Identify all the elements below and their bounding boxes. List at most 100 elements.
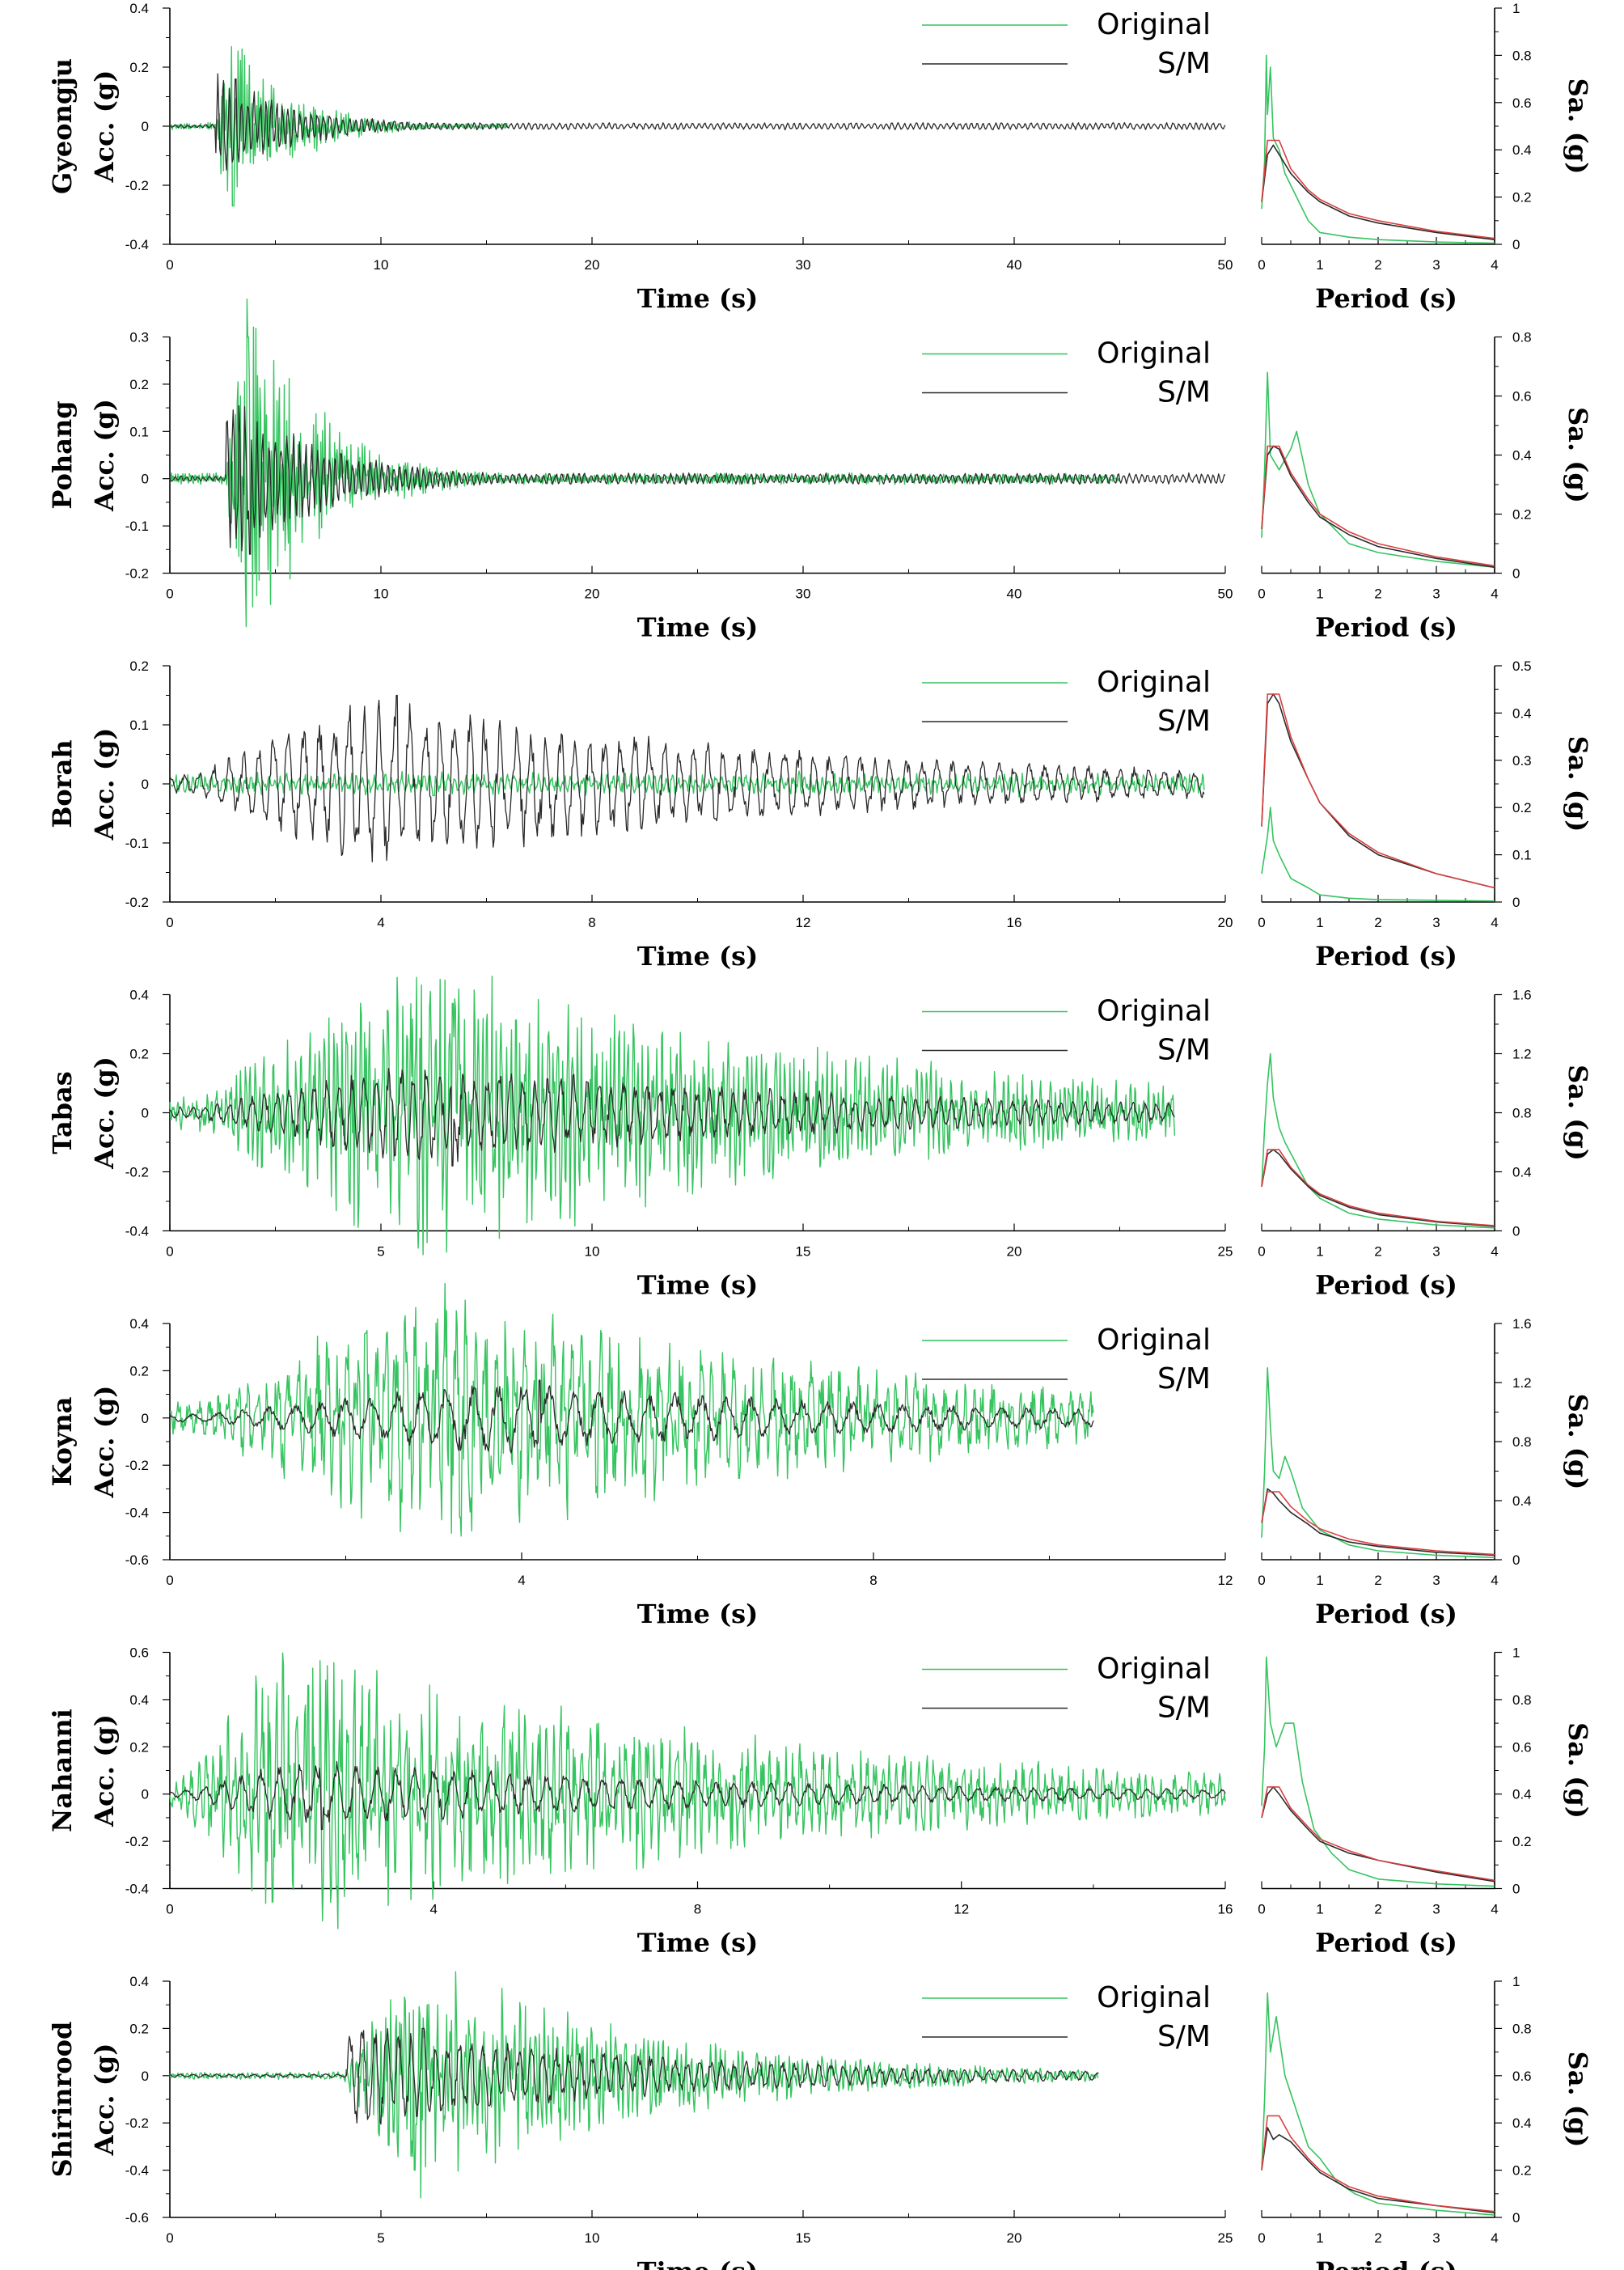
time-history-x-tick-label: 15 [796, 2230, 811, 2246]
time-history-x-tick-label: 4 [518, 1573, 525, 1588]
sm-spectrum-line [1261, 693, 1495, 889]
spectrum-y-tick-label: 0.5 [1512, 659, 1532, 674]
time-history-x-tick-label: 25 [1218, 1244, 1233, 1260]
time-history-x-tick-label: 16 [1007, 915, 1022, 930]
original-time-series-line [169, 976, 1176, 1256]
spectrum-y-tick-label: 0 [1512, 566, 1520, 582]
acc-axis-label: Acc. (g) [89, 1714, 120, 1827]
period-axis-label: Period (s) [1315, 1928, 1457, 1959]
original-spectrum-line [1261, 1992, 1495, 2216]
time-history-y-tick-label: 0.2 [129, 659, 149, 674]
time-history-x-tick-label: 20 [585, 587, 600, 602]
station-name: Koyna [47, 1396, 78, 1486]
spectrum-y-tick-label: 0.2 [1512, 190, 1532, 205]
period-axis-label: Period (s) [1315, 283, 1457, 314]
time-history-x-tick-label: 20 [1007, 2230, 1022, 2246]
time-history-y-tick-label: -0.4 [125, 1506, 149, 1521]
spectrum-x-tick-label: 4 [1491, 1244, 1498, 1260]
time-history-x-tick-label: 10 [585, 1244, 600, 1260]
spectrum-x-tick-label: 3 [1432, 1244, 1440, 1260]
time-history-x-tick-label: 20 [1007, 1244, 1022, 1260]
time-history-x-tick-label: 12 [954, 1902, 969, 1917]
spectrum-y-tick-label: 0 [1512, 237, 1520, 252]
time-axis-label: Time (s) [637, 1270, 759, 1301]
spectrum-x-tick-label: 0 [1258, 257, 1265, 273]
time-history-x-tick-label: 20 [1218, 915, 1233, 930]
sm-spectrum-line [1261, 2127, 1495, 2213]
spectrum-y-tick-label: 0.2 [1512, 507, 1532, 523]
spectrum-y-tick-label: 0.4 [1512, 1165, 1532, 1180]
time-history-x-tick-label: 0 [166, 2230, 173, 2246]
time-history-y-tick-label: -0.2 [125, 895, 149, 910]
spectrum-y-tick-label: 0.6 [1512, 1739, 1532, 1755]
panel-koyna: Koyna Acc. (g)0 4 8 12-0.6-0.4-0.200.20.4Tim… [47, 1282, 1593, 1629]
sm-time-series-line [169, 404, 1226, 555]
sa-axis-label: Sa. (g) [1563, 78, 1593, 175]
target-spectrum-line [1261, 693, 1495, 889]
original-spectrum-line [1261, 1052, 1495, 1229]
legend-sm-label: S/M [1157, 47, 1211, 80]
sm-time-series-line [170, 2027, 1099, 2125]
original-time-series-line [169, 46, 509, 207]
spectrum-x-tick-label: 4 [1491, 587, 1498, 602]
spectrum-x-tick-label: 4 [1491, 2230, 1498, 2246]
spectrum-y-tick-label: 0.6 [1512, 95, 1532, 111]
legend-sm-label: S/M [1157, 1362, 1211, 1395]
time-history-x-tick-label: 16 [1218, 1902, 1233, 1917]
time-history-x-tick-label: 0 [166, 1902, 173, 1917]
spectrum-x-tick-label: 1 [1316, 2230, 1323, 2246]
acc-axis-label: Acc. (g) [89, 399, 120, 512]
original-spectrum-line [1261, 1367, 1495, 1559]
time-history-y-tick-label: 0.2 [129, 377, 149, 392]
spectrum-y-tick-label: 1.6 [1512, 988, 1532, 1003]
spectrum-y-tick-label: 0.8 [1512, 330, 1532, 345]
target-spectrum-line [1261, 1149, 1495, 1226]
time-history-y-tick-label: 0 [142, 1411, 149, 1426]
original-time-series-line [169, 1652, 1226, 1929]
time-history-x-tick-label: 5 [377, 2230, 384, 2246]
spectrum-y-tick-label: 0.8 [1512, 1106, 1532, 1121]
time-history-y-tick-label: 0 [142, 119, 149, 134]
time-history-y-tick-label: 0 [142, 777, 149, 792]
time-history-y-tick-label: -0.2 [125, 566, 149, 582]
time-history-x-tick-label: 8 [869, 1573, 877, 1588]
time-history-x-tick-label: 30 [796, 587, 811, 602]
spectrum-y-tick-label: 0.2 [1512, 2163, 1532, 2179]
spectrum-x-tick-label: 3 [1432, 587, 1440, 602]
original-time-series-line [169, 770, 1205, 798]
time-history-x-tick-label: 10 [374, 257, 389, 273]
spectrum-x-tick-label: 0 [1258, 1902, 1265, 1917]
time-axis-label: Time (s) [637, 612, 759, 643]
time-history-y-tick-label: 0.4 [129, 1692, 149, 1708]
station-name: Tabas [47, 1071, 78, 1154]
time-history-y-tick-label: -0.1 [125, 836, 149, 851]
spectrum-y-tick-label: 0.4 [1512, 1493, 1532, 1509]
time-history-x-tick-label: 15 [796, 1244, 811, 1260]
station-name: Shirinrood [47, 2022, 78, 2178]
time-history-x-tick-label: 8 [694, 1902, 701, 1917]
sa-axis-label: Sa. (g) [1563, 736, 1593, 832]
time-history-x-tick-label: 0 [166, 587, 173, 602]
spectrum-y-tick-label: 0.2 [1512, 800, 1532, 815]
sm-time-series-line [169, 694, 1205, 862]
time-history-x-tick-label: 12 [1218, 1573, 1233, 1588]
spectrum-y-tick-label: 0 [1512, 2210, 1520, 2226]
spectrum-y-tick-label: 1.6 [1512, 1316, 1532, 1332]
panel-nahanni: Nahanni Acc. (g)0 4 8 12 16-0.4-0.200.20.40.6… [47, 1645, 1593, 1959]
target-spectrum-line [1261, 2115, 1495, 2213]
acc-axis-label: Acc. (g) [89, 1057, 120, 1170]
spectrum-x-tick-label: 1 [1316, 257, 1323, 273]
panel-borah: Borah Acc. (g)0 4 8 12 16 20-0.2-0.100.10.2Tim… [47, 659, 1593, 972]
time-history-y-tick-label: -0.4 [125, 1882, 149, 1897]
time-history-y-tick-label: 0.4 [129, 1316, 149, 1332]
spectrum-x-tick-label: 0 [1258, 1244, 1265, 1260]
time-history-y-tick-label: 0.1 [129, 718, 149, 733]
period-axis-label: Period (s) [1315, 941, 1457, 972]
acc-axis-label: Acc. (g) [89, 2043, 120, 2157]
spectrum-x-tick-label: 2 [1374, 257, 1381, 273]
spectrum-y-tick-label: 0.1 [1512, 848, 1532, 863]
time-history-y-tick-label: 0.2 [129, 2021, 149, 2036]
spectrum-y-tick-label: 0.8 [1512, 1434, 1532, 1450]
time-axis-label: Time (s) [637, 1599, 759, 1629]
